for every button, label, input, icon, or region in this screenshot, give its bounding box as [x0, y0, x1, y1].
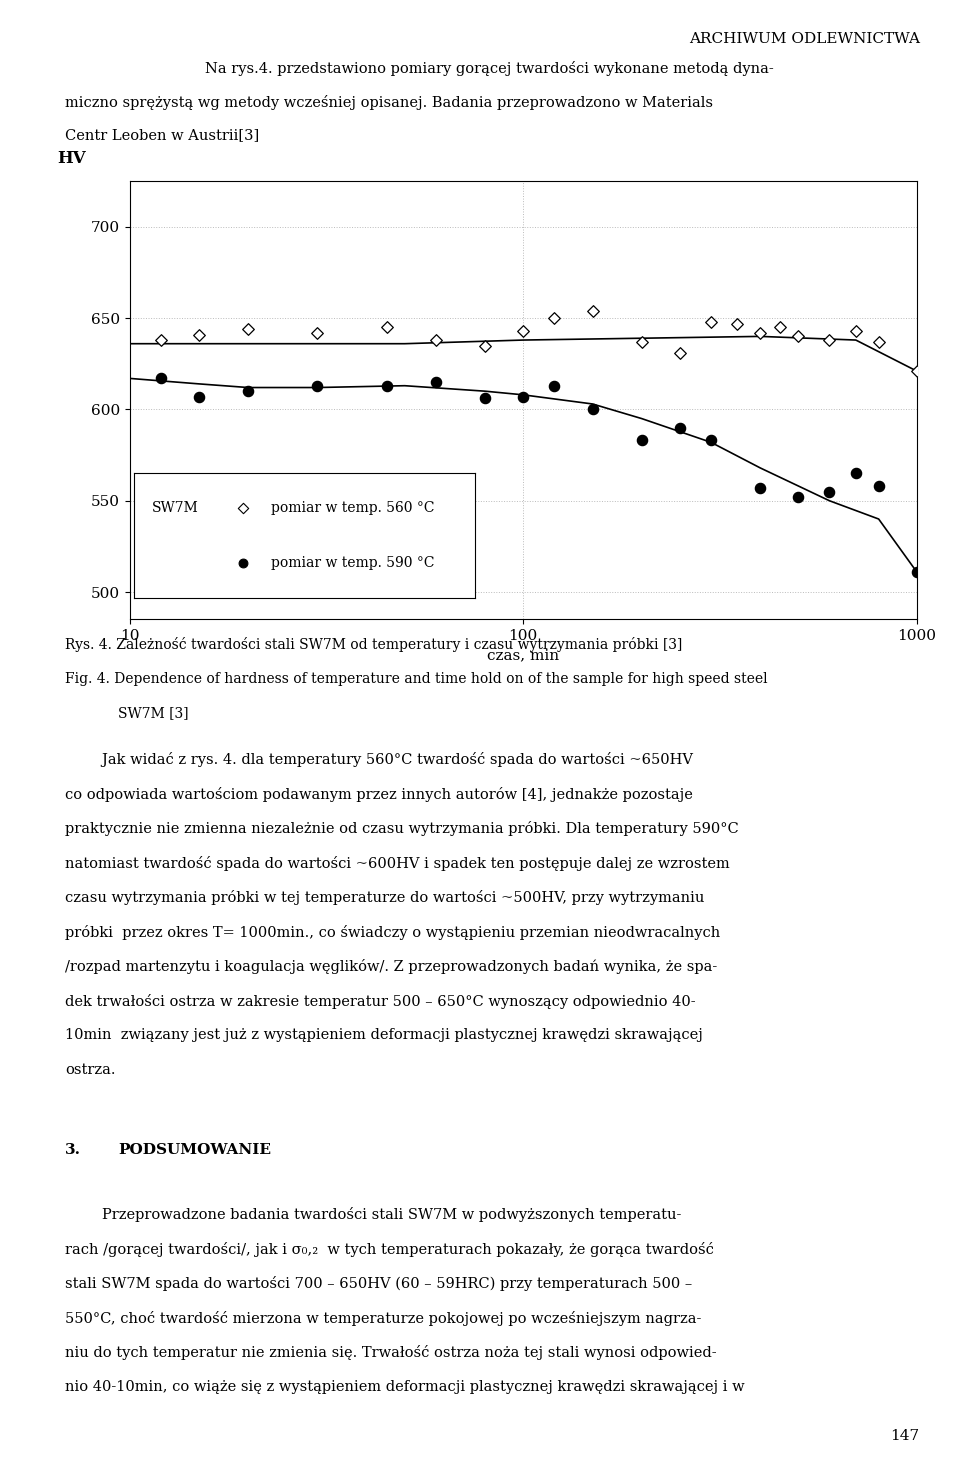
Text: czasu wytrzymania próbki w tej temperaturze do wartości ~500HV, przy wytrzymaniu: czasu wytrzymania próbki w tej temperatu…	[65, 890, 705, 906]
Point	[909, 359, 924, 383]
Point	[236, 551, 252, 574]
Point	[753, 476, 768, 500]
Point	[634, 430, 649, 453]
Text: Centr Leoben w Austrii[3]: Centr Leoben w Austrii[3]	[65, 129, 259, 142]
Text: stali SW7M spada do wartości 700 – 650HV (60 – 59HRC) przy temperaturach 500 –: stali SW7M spada do wartości 700 – 650HV…	[65, 1277, 692, 1292]
Point	[791, 485, 806, 508]
Point	[822, 481, 837, 504]
Point	[191, 323, 206, 346]
Point	[822, 329, 837, 352]
Text: Rys. 4. Zależność twardości stali SW7M od temperatury i czasu wytrzymania próbki: Rys. 4. Zależność twardości stali SW7M o…	[65, 637, 683, 652]
Text: próbki  przez okres T= 1000min., co świadczy o wystąpieniu przemian nieodwracaln: próbki przez okres T= 1000min., co świad…	[65, 925, 721, 939]
Text: dek trwałości ostrza w zakresie temperatur 500 – 650°C wynoszący odpowiednio 40-: dek trwałości ostrza w zakresie temperat…	[65, 993, 696, 1008]
Text: 3.: 3.	[65, 1144, 82, 1157]
Text: co odpowiada wartościom podawanym przez innych autorów [4], jednakże pozostaje: co odpowiada wartościom podawanym przez …	[65, 786, 693, 802]
Point	[871, 330, 886, 354]
Point	[704, 430, 719, 453]
Text: Na rys.4. przedstawiono pomiary gorącej twardości wykonane metodą dyna-: Na rys.4. przedstawiono pomiary gorącej …	[205, 61, 774, 76]
Point	[310, 374, 325, 397]
Point	[672, 342, 687, 365]
Text: Przeprowadzone badania twardości stali SW7M w podwyższonych temperatu-: Przeprowadzone badania twardości stali S…	[65, 1207, 682, 1223]
Text: 10min  związany jest już z wystąpieniem deformacji plastycznej krawędzi skrawają: 10min związany jest już z wystąpieniem d…	[65, 1029, 703, 1042]
Text: SW7M [3]: SW7M [3]	[118, 706, 189, 720]
Text: HV: HV	[58, 149, 86, 167]
Text: 147: 147	[891, 1429, 920, 1443]
Text: miczno sprężystą wg metody wcześniej opisanej. Badania przeprowadzono w Material: miczno sprężystą wg metody wcześniej opi…	[65, 95, 713, 110]
Point	[516, 320, 531, 343]
Text: PODSUMOWANIE: PODSUMOWANIE	[118, 1144, 271, 1157]
Point	[773, 316, 788, 339]
Text: ARCHIWUM ODLEWNICTWA: ARCHIWUM ODLEWNICTWA	[688, 32, 920, 47]
Point	[153, 329, 168, 352]
Text: rach /gorącej twardości/, jak i σ₀,₂  w tych temperaturach pokazały, że gorąca t: rach /gorącej twardości/, jak i σ₀,₂ w t…	[65, 1242, 714, 1256]
Point	[310, 321, 325, 345]
Point	[848, 462, 863, 485]
Point	[516, 386, 531, 409]
X-axis label: czas, min: czas, min	[487, 649, 560, 663]
Text: pomiar w temp. 590 °C: pomiar w temp. 590 °C	[271, 555, 434, 570]
Point	[672, 416, 687, 440]
Point	[428, 329, 444, 352]
Point	[191, 386, 206, 409]
Text: ostrza.: ostrza.	[65, 1062, 116, 1077]
Point	[634, 330, 649, 354]
Text: 550°C, choć twardość mierzona w temperaturze pokojowej po wcześniejszym nagrza-: 550°C, choć twardość mierzona w temperat…	[65, 1311, 702, 1325]
Point	[379, 374, 395, 397]
Text: SW7M: SW7M	[152, 501, 198, 516]
Point	[428, 371, 444, 394]
Point	[909, 561, 924, 584]
Point	[848, 320, 863, 343]
Point	[871, 475, 886, 498]
Point	[546, 307, 562, 330]
Point	[240, 380, 255, 403]
Point	[704, 310, 719, 333]
Point	[585, 397, 600, 421]
Point	[730, 313, 745, 336]
Text: Jak widać z rys. 4. dla temperatury 560°C twardość spada do wartości ~650HV: Jak widać z rys. 4. dla temperatury 560°…	[65, 752, 693, 767]
Point	[753, 321, 768, 345]
Text: Fig. 4. Dependence of hardness of temperature and time hold on of the sample for: Fig. 4. Dependence of hardness of temper…	[65, 672, 768, 685]
Point	[791, 324, 806, 348]
Point	[236, 497, 252, 520]
Point	[153, 367, 168, 390]
Point	[546, 374, 562, 397]
Point	[379, 316, 395, 339]
Text: nio 40-10min, co wiąże się z wystąpieniem deformacji plastycznej krawędzi skrawa: nio 40-10min, co wiąże się z wystąpienie…	[65, 1379, 745, 1394]
Point	[585, 300, 600, 323]
Point	[477, 387, 492, 411]
Text: pomiar w temp. 560 °C: pomiar w temp. 560 °C	[271, 501, 434, 516]
Text: /rozpad martenzytu i koagulacja węglików/. Z przeprowadzonych badań wynika, że s: /rozpad martenzytu i koagulacja węglików…	[65, 960, 717, 974]
Text: niu do tych temperatur nie zmienia się. Trwałość ostrza noża tej stali wynosi od: niu do tych temperatur nie zmienia się. …	[65, 1346, 717, 1360]
Point	[240, 317, 255, 340]
Text: praktycznie nie zmienna niezależnie od czasu wytrzymania próbki. Dla temperatury: praktycznie nie zmienna niezależnie od c…	[65, 821, 739, 836]
Text: natomiast twardość spada do wartości ~600HV i spadek ten postępuje dalej ze wzro: natomiast twardość spada do wartości ~60…	[65, 856, 730, 871]
Point	[477, 335, 492, 358]
